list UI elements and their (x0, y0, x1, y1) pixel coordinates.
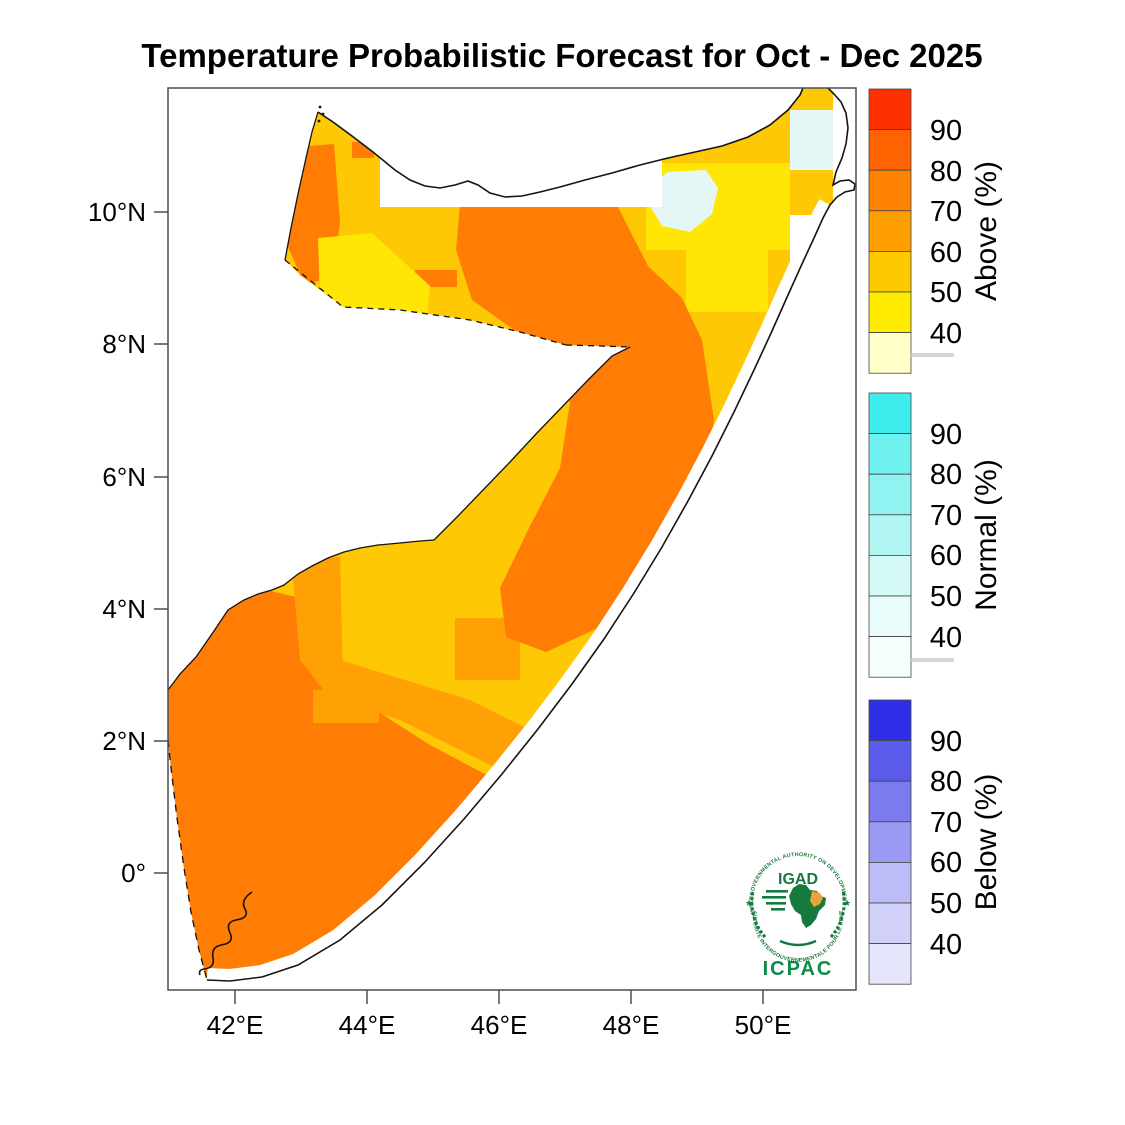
legend-tick: 60 (930, 540, 962, 572)
legend-swatch (868, 902, 912, 944)
legend-tick: 90 (930, 726, 962, 758)
border-dot-2 (321, 112, 325, 116)
logo-acronym: IGAD (778, 871, 818, 888)
legend-tick: 40 (930, 929, 962, 961)
legend-above: 90 80 70 60 50 40 Above (%) (868, 88, 1003, 374)
legend-tick: 70 (930, 196, 962, 228)
logo-motion-line (771, 908, 785, 911)
x-tick-label: 42°E (207, 1010, 264, 1040)
fill-midorange-west (292, 556, 344, 716)
legend-tick: 80 (930, 766, 962, 798)
legend-swatch (868, 699, 912, 741)
star-icon: ★ (843, 898, 851, 908)
y-tick-label: 2°N (102, 726, 146, 756)
legend-swatch (868, 210, 912, 252)
legend-swatch (868, 291, 912, 333)
legend-swatch (868, 821, 912, 863)
boundary-layer (167, 87, 856, 982)
border-ethiopia-wedge (433, 346, 631, 541)
legend-swatch (868, 332, 912, 374)
border-kenya (167, 739, 208, 981)
legend-tick: 90 (930, 115, 962, 147)
x-tick-label: 46°E (471, 1010, 528, 1040)
y-tick-label: 4°N (102, 594, 146, 624)
border-djibouti (284, 111, 319, 261)
igad-region-icon (810, 891, 823, 907)
legend-below: 90 80 70 60 50 40 Below (%) (868, 699, 1003, 985)
legend-swatch (868, 514, 912, 556)
legend-swatch (868, 433, 912, 475)
border-ethiopia-8n (565, 344, 631, 348)
fill-midorange-south-patch (313, 690, 379, 723)
x-tick-label: 50°E (735, 1010, 792, 1040)
legend-swatch (868, 943, 912, 985)
probability-fill-layer (168, 88, 855, 981)
legend-title-normal: Normal (%) (970, 459, 1003, 611)
legend-tick: 60 (930, 847, 962, 879)
fine-print-watermark (910, 353, 954, 357)
juba-river-line (198, 891, 253, 976)
axes-layer: 42°E 44°E 46°E 48°E 50°E 10°N 8°N 6°N 4°… (88, 87, 857, 1040)
fill-orange-central (456, 203, 714, 652)
y-tick-label: 8°N (102, 329, 146, 359)
legend-swatch (868, 169, 912, 212)
border-dot-1 (318, 105, 322, 109)
border-ethiopia-south (167, 539, 435, 691)
x-tick-label: 44°E (339, 1010, 396, 1040)
legend-swatch (868, 862, 912, 904)
fill-cyan-northeast (648, 170, 718, 232)
y-tick-label: 6°N (102, 462, 146, 492)
coastline-indian-ocean (206, 87, 856, 982)
logo-subtitle: ICPAC (763, 958, 834, 980)
border-dot-3 (317, 119, 321, 123)
legend-tick: 40 (930, 622, 962, 654)
legend-swatch (868, 555, 912, 597)
logo-motion-line (762, 896, 786, 899)
legend-swatch (868, 473, 912, 516)
legend-tick: 80 (930, 459, 962, 491)
legend-swatch (868, 129, 912, 171)
legend-title-above: Above (%) (970, 161, 1003, 301)
legend-tick: 40 (930, 318, 962, 350)
legend-tick: 50 (930, 888, 962, 920)
legend-tick: 50 (930, 277, 962, 309)
legend-swatch (868, 250, 912, 293)
y-tick-label: 10°N (88, 197, 146, 227)
legend-swatch (868, 392, 912, 434)
page-title: Temperature Probabilistic Forecast for O… (141, 37, 982, 74)
logo-motion-line (766, 902, 786, 905)
legend-tick: 50 (930, 581, 962, 613)
legend-tick: 60 (930, 237, 962, 269)
legend-swatch (868, 636, 912, 678)
laurel-ribbon-icon (779, 939, 817, 947)
coastline-gulf-of-aden (317, 87, 804, 198)
logo-motion-line (766, 890, 788, 893)
legend-swatch (868, 740, 912, 782)
star-icon: ★ (745, 898, 753, 908)
fill-cyan-topright (790, 110, 834, 170)
legend-normal: 90 80 70 60 50 40 Normal (%) (868, 392, 1003, 678)
legend-tick: 80 (930, 156, 962, 188)
x-tick-label: 48°E (603, 1010, 660, 1040)
legend-tick: 90 (930, 419, 962, 451)
legend-title-below: Below (%) (970, 774, 1003, 911)
legend-swatch (868, 780, 912, 823)
legend-tick: 70 (930, 500, 962, 532)
nodata-strip-east (790, 215, 855, 355)
nodata-strip-gulf (380, 96, 662, 207)
fine-print-watermark (910, 658, 954, 662)
legend-tick: 70 (930, 807, 962, 839)
legend-swatch (868, 88, 912, 130)
nodata-strip-horn (833, 90, 855, 236)
legend-swatch (868, 595, 912, 637)
y-tick-label: 0° (121, 858, 146, 888)
plot-box (167, 87, 857, 991)
border-ethiopia-northwest (284, 259, 567, 346)
